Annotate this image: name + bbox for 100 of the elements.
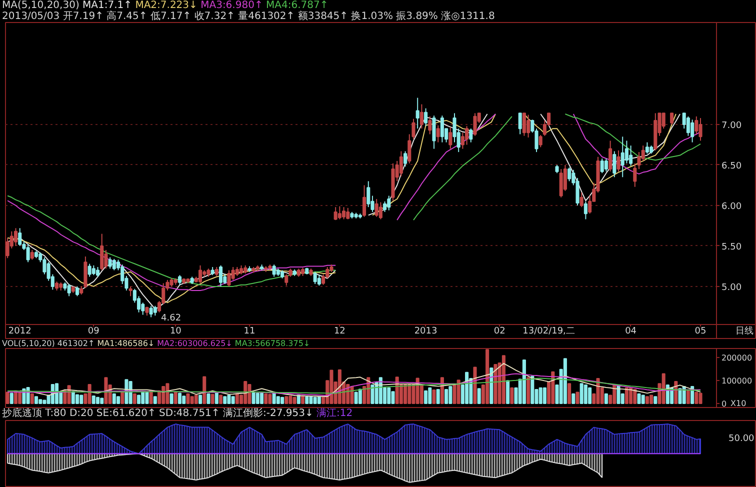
legend-title: MA(5,10,20,30) <box>2 0 80 11</box>
candlestick <box>26 244 30 263</box>
bar <box>194 394 198 404</box>
candlestick <box>624 140 628 164</box>
candlestick <box>568 166 572 182</box>
candlestick <box>178 274 182 286</box>
bar <box>694 392 698 404</box>
bar <box>186 393 190 404</box>
annotation: 4.62 <box>161 314 182 324</box>
candlestick <box>420 104 424 130</box>
text: MA3:566758.375↓ <box>234 339 310 348</box>
chart-subtitle: 2013/05/03 开7.19↑ 高7.45↑ 低7.17↑ 收7.32↑ 量461302↑ 额33845↑ 换1.03% 振3.89% 涨◎1311.8 <box>2 11 495 22</box>
bar <box>526 377 530 404</box>
candlestick <box>366 180 370 208</box>
bar <box>149 390 153 404</box>
candlestick <box>690 119 694 143</box>
candlestick <box>272 264 276 278</box>
bar <box>42 400 46 404</box>
bar <box>563 358 567 404</box>
candlestick <box>313 271 317 285</box>
bar <box>284 396 288 404</box>
bar <box>145 392 149 404</box>
candlestick <box>518 112 522 135</box>
bar <box>456 380 460 404</box>
text: 日线 <box>736 326 754 336</box>
bar <box>477 388 481 404</box>
bar <box>317 396 321 404</box>
candlestick <box>473 112 477 136</box>
candlestick <box>67 284 71 297</box>
bar <box>116 396 120 404</box>
bar <box>432 389 436 404</box>
candlestick <box>645 142 649 154</box>
bar <box>506 380 510 404</box>
bar <box>473 366 477 404</box>
bar <box>288 396 292 404</box>
y-tick-label: 6.50 <box>722 162 742 172</box>
bar <box>305 396 309 404</box>
x-tick-label: 04 <box>625 326 637 336</box>
bar <box>206 393 210 404</box>
bar <box>174 392 178 404</box>
bar <box>38 399 42 404</box>
bar <box>10 392 14 404</box>
candlestick <box>362 184 366 218</box>
candlestick <box>404 150 408 168</box>
y-tick-label: 5.00 <box>722 282 742 293</box>
candlestick <box>662 112 666 130</box>
candlestick <box>284 274 288 286</box>
bar <box>301 396 305 404</box>
bar <box>166 383 170 404</box>
candlestick <box>465 126 469 146</box>
candlestick <box>641 145 645 162</box>
candlestick <box>378 202 382 220</box>
bar <box>252 392 256 404</box>
bar <box>494 364 498 404</box>
bar <box>276 396 280 404</box>
text: 50.00 <box>728 434 755 444</box>
text: MA1:486586↓ <box>97 339 155 348</box>
text: MA4:6.787↑ <box>266 0 328 11</box>
bar <box>210 394 214 404</box>
candlestick <box>338 206 342 220</box>
bar <box>120 392 124 404</box>
bar <box>157 390 162 404</box>
candlestick <box>460 132 464 150</box>
bar <box>34 396 38 404</box>
bar <box>202 376 206 404</box>
candlestick <box>694 116 698 135</box>
bar <box>80 394 84 404</box>
bar <box>370 384 374 404</box>
bar <box>198 394 202 404</box>
bar <box>100 398 104 404</box>
x-tick-label: 2013 <box>414 326 438 336</box>
candlestick <box>620 136 624 178</box>
candlestick <box>317 274 321 286</box>
bar <box>502 355 506 404</box>
bar <box>214 392 218 404</box>
bar <box>244 381 248 404</box>
candlestick <box>100 233 104 271</box>
x-tick-label: 11 <box>244 326 256 336</box>
bar <box>235 393 239 404</box>
candlestick <box>600 158 604 174</box>
bar <box>510 387 514 404</box>
bar <box>641 394 645 404</box>
candlestick <box>75 286 80 297</box>
candlestick <box>584 200 588 220</box>
candlestick <box>559 168 563 198</box>
candlestick <box>92 264 96 276</box>
bar <box>522 359 526 404</box>
bar <box>490 367 494 404</box>
candlestick <box>198 264 202 284</box>
bar <box>530 376 534 404</box>
candlestick <box>14 228 18 246</box>
bar <box>654 396 658 404</box>
bar <box>612 384 616 404</box>
bar <box>588 387 592 404</box>
bar <box>580 383 584 404</box>
bar <box>231 396 235 404</box>
bar <box>387 387 391 404</box>
bar <box>292 396 296 404</box>
bar <box>309 396 313 404</box>
bar <box>88 384 92 404</box>
